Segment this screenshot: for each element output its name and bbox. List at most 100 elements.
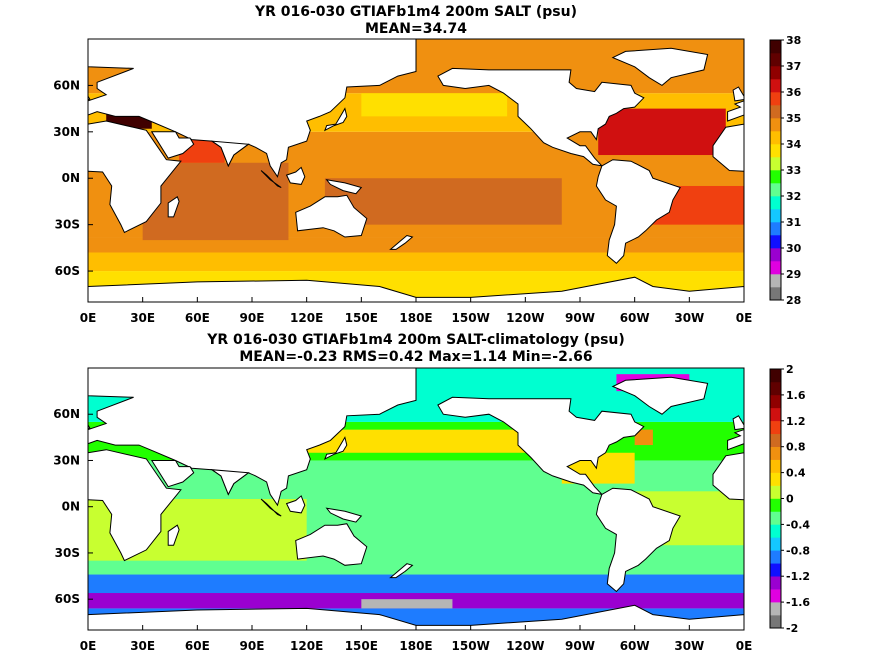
bottom-colorbar-label: -0.4 [786, 518, 810, 531]
bottom-x-tick-label: 60E [185, 639, 210, 653]
bottom-chart-title: YR 016-030 GTIAFb1m4 200m SALT-climatolo… [207, 332, 625, 348]
top-chart-title: YR 016-030 GTIAFb1m4 200m SALT (psu) [254, 4, 578, 20]
top-colorbar-swatch [770, 92, 781, 106]
top-x-tick-label: 150W [452, 311, 490, 325]
top-colorbar-swatch [770, 144, 781, 158]
bottom-region-2 [361, 599, 453, 609]
bottom-chart-subtitle: MEAN=-0.23 RMS=0.42 Max=1.14 Min=-2.66 [239, 349, 593, 365]
bottom-colorbar-label: 0 [786, 493, 794, 506]
top-colorbar-label: 35 [786, 112, 801, 125]
bottom-land-arabia [150, 460, 195, 488]
top-land-greenland [611, 47, 709, 87]
bottom-land-south-america [595, 487, 681, 593]
bottom-colorbar-swatch [770, 602, 781, 616]
top-colorbar-swatch [770, 79, 781, 93]
top-x-tick-label: 30E [130, 311, 155, 325]
bottom-land-eurasia [88, 368, 417, 507]
bottom-x-tick-label: 120E [290, 639, 323, 653]
top-land-africa-wrap [712, 123, 744, 172]
bottom-y-tick-label: 0N [62, 500, 80, 514]
bottom-colorbar-label: -0.8 [786, 544, 810, 557]
bottom-colorbar-swatch [770, 589, 781, 603]
top-colorbar-label: 30 [786, 242, 802, 255]
bottom-land-antarctica [88, 604, 744, 630]
top-colorbar-swatch [770, 118, 781, 132]
bottom-region-8 [306, 429, 544, 453]
top-chart-subtitle: MEAN=34.74 [364, 21, 468, 37]
top-region-5 [397, 185, 544, 217]
top-y-tick-label: 60N [53, 78, 80, 92]
bottom-land-north-america [437, 396, 645, 496]
bottom-y-tick-label: 30N [53, 453, 80, 467]
top-colorbar-swatch [770, 274, 781, 288]
bottom-x-tick-label: 90E [240, 639, 265, 653]
top-colorbar-swatch [770, 157, 781, 171]
bottom-colorbar-label: 0.8 [786, 441, 806, 454]
bottom-x-tick-label: 90W [565, 639, 595, 653]
top-colorbar-label: 38 [786, 34, 801, 47]
bottom-map-field [88, 368, 744, 630]
bottom-x-tick-label: 0E [80, 639, 97, 653]
top-x-tick-label: 90E [240, 311, 265, 325]
bottom-colorbar-swatch [770, 472, 781, 486]
top-colorbar-swatch [770, 183, 781, 197]
bottom-x-tick-label: 150E [345, 639, 378, 653]
top-colorbar-swatch [770, 131, 781, 145]
top-colorbar-swatch [770, 261, 781, 275]
bottom-land-eurasia-wrap [727, 368, 744, 451]
bottom-colorbar-swatch [770, 524, 781, 538]
bottom-colorbar-swatch [770, 485, 781, 499]
top-land-africa [88, 120, 182, 234]
top-x-tick-label: 0E [736, 311, 753, 325]
top-colorbar-swatch [770, 248, 781, 262]
bottom-colorbar-swatch [770, 537, 781, 551]
top-land-sumatra [260, 170, 282, 188]
top-x-tick-label: 0E [80, 311, 97, 325]
bottom-land-madagascar [167, 524, 180, 546]
top-x-tick-label: 120W [506, 311, 544, 325]
bottom-land-africa [88, 449, 182, 562]
top-land-arabia [150, 131, 195, 159]
top-colorbar-label: 36 [786, 86, 802, 99]
bottom-x-tick-label: 30E [130, 639, 155, 653]
bottom-x-tick-label: 60W [620, 639, 650, 653]
bottom-colorbar-swatch [770, 550, 781, 564]
bottom-x-tick-label: 0E [736, 639, 753, 653]
top-region-1 [88, 252, 744, 272]
bottom-colorbar-swatch [770, 446, 781, 460]
top-x-tick-label: 60E [185, 311, 210, 325]
bottom-land-australia [295, 523, 368, 566]
top-colorbar-label: 28 [786, 294, 801, 307]
bottom-land-japan [323, 436, 348, 460]
bottom-land-india [210, 469, 250, 496]
top-colorbar-label: 32 [786, 190, 801, 203]
top-colorbar-swatch [770, 105, 781, 119]
top-x-tick-label: 150E [345, 311, 378, 325]
bottom-region-3 [88, 574, 744, 594]
bottom-colorbar-label: 2 [786, 363, 794, 376]
top-colorbar-label: 33 [786, 164, 801, 177]
top-x-tick-label: 120E [290, 311, 323, 325]
top-y-tick-label: 30N [53, 125, 80, 139]
top-x-tick-label: 60W [620, 311, 650, 325]
top-x-tick-label: 180E [399, 311, 432, 325]
bottom-x-tick-label: 30W [674, 639, 704, 653]
bottom-colorbar-swatch [770, 420, 781, 435]
top-land-australia [295, 194, 368, 238]
bottom-colorbar-label: 1.6 [786, 389, 806, 402]
top-y-tick-label: 30S [55, 218, 80, 232]
top-land-eurasia [88, 39, 417, 178]
top-colorbar-swatch [770, 66, 781, 80]
bottom-x-tick-label: 120W [506, 639, 544, 653]
top-land-eurasia-wrap [727, 39, 744, 122]
top-land-north-america [437, 67, 645, 167]
top-x-tick-label: 30W [674, 311, 704, 325]
top-land-india [210, 140, 250, 168]
bottom-colorbar-label: -2 [786, 622, 798, 635]
bottom-x-tick-label: 150W [452, 639, 490, 653]
bottom-y-tick-label: 60S [55, 592, 80, 606]
top-land-new-zealand [389, 234, 414, 250]
bottom-colorbar-swatch [770, 576, 781, 590]
bottom-colorbar-swatch [770, 563, 781, 577]
bottom-y-tick-label: 60N [53, 407, 80, 421]
